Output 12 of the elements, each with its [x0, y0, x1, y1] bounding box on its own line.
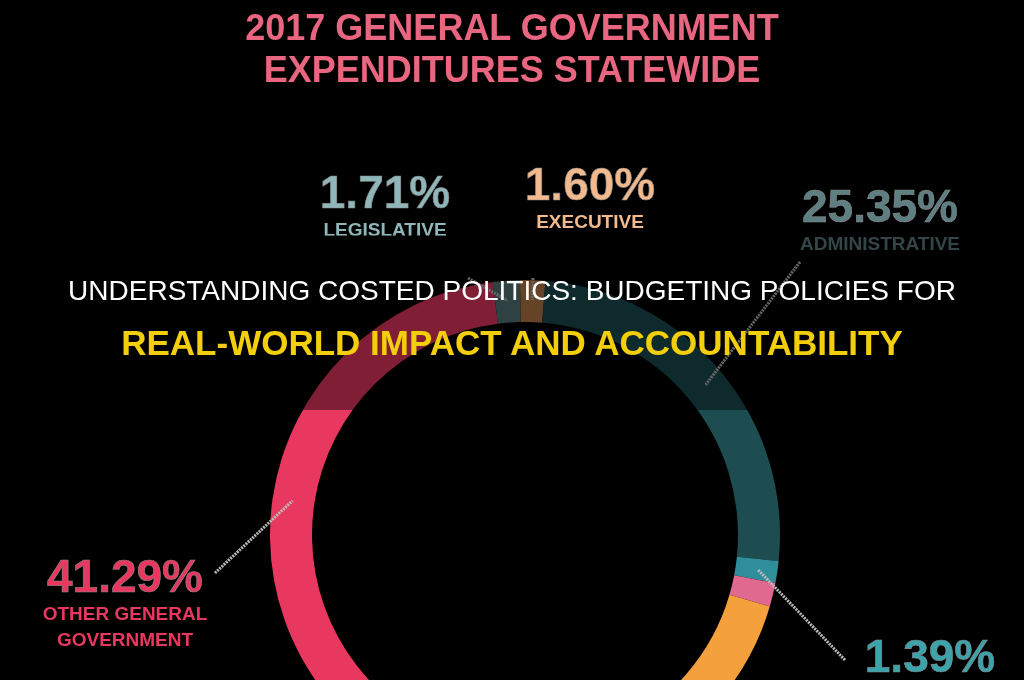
text: UNDERSTANDING COSTED POLITICS: BUDGETING POLICIES FOR — [68, 275, 956, 306]
data-label: 25.35% — [801, 180, 959, 232]
text: REAL-WORLD IMPACT AND ACCOUNTABILITY — [121, 323, 903, 362]
chart-title: 2017 GENERAL GOVERNMENT EXPENDITURES STATEWIDE — [245, 7, 779, 90]
data-label: 1.60% — [524, 158, 656, 210]
slice-label: EXECUTIVE — [536, 211, 644, 232]
slice-label: LEGISLATIVE — [323, 219, 447, 240]
data-label: 1.39% — [864, 630, 996, 680]
slice-label: OTHER GENERAL GOVERNMENT — [42, 603, 208, 650]
slice-label: ADMINISTRATIVE — [799, 233, 961, 254]
data-label: 1.71% — [319, 166, 451, 218]
data-label: 41.29% — [46, 550, 204, 602]
